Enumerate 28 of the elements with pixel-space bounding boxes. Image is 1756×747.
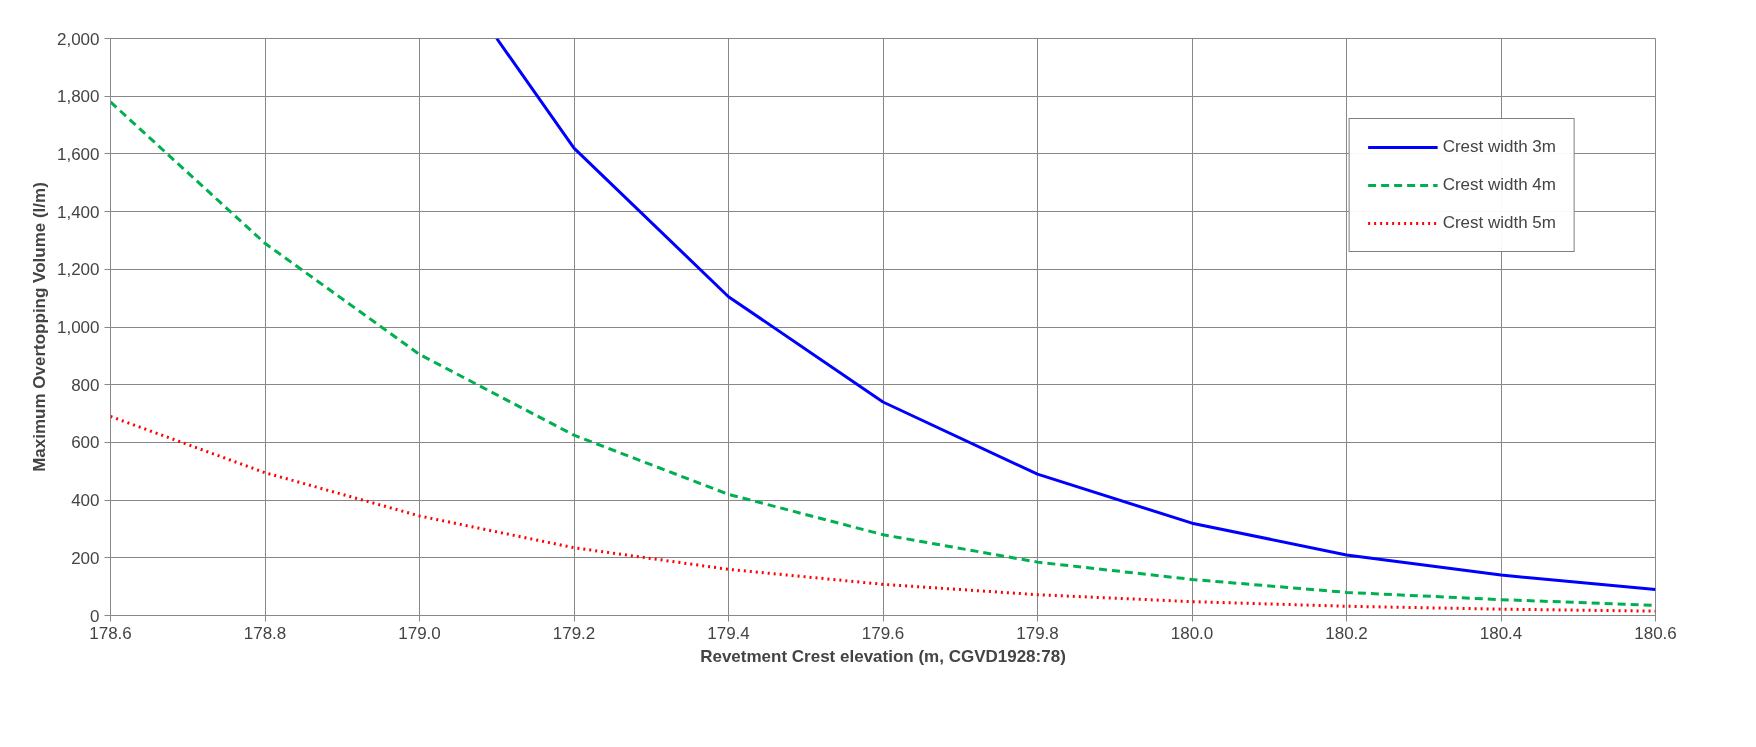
x-tick-label: 179.8 [1016, 623, 1059, 643]
x-tick-label: 179.2 [552, 623, 596, 643]
x-tick-label: 180.0 [1170, 623, 1214, 643]
legend-label: Crest width 5m [1442, 213, 1556, 233]
y-tick-label: 600 [71, 433, 100, 453]
y-tick-label: 1,000 [56, 318, 100, 337]
x-tick-label: 179.4 [707, 623, 750, 643]
y-tick-label: 1,800 [56, 87, 100, 107]
y-tick-label: 1,200 [56, 260, 100, 280]
y-tick-label: 1,600 [56, 144, 100, 164]
x-tick-label: 178.6 [89, 623, 132, 643]
x-tick-label: 180.2 [1325, 623, 1368, 643]
y-tick-label: 400 [71, 491, 100, 511]
x-tick-label: 178.8 [243, 623, 287, 643]
y-axis-title: Maximum Overtopping Volume (l/m) [29, 182, 49, 472]
y-tick-label: 0 [90, 606, 100, 626]
y-tick-label: 800 [71, 375, 100, 395]
line-series [495, 38, 1656, 592]
legend-label: Crest width 4m [1442, 175, 1556, 195]
x-tick-label: 180.4 [1479, 623, 1523, 643]
x-tick-label: 179.6 [861, 623, 905, 643]
x-axis-title: Revetment Crest elevation (m, CGVD1928:78) [700, 646, 1066, 666]
y-tick-label: 2,000 [56, 29, 100, 49]
x-tick-label: 180.6 [1634, 623, 1677, 643]
y-tick-label: 200 [71, 548, 100, 568]
legend-label: Crest width 3m [1442, 137, 1556, 157]
x-tick-label: 179.0 [398, 623, 441, 643]
y-tick-label: 1,400 [56, 202, 100, 222]
